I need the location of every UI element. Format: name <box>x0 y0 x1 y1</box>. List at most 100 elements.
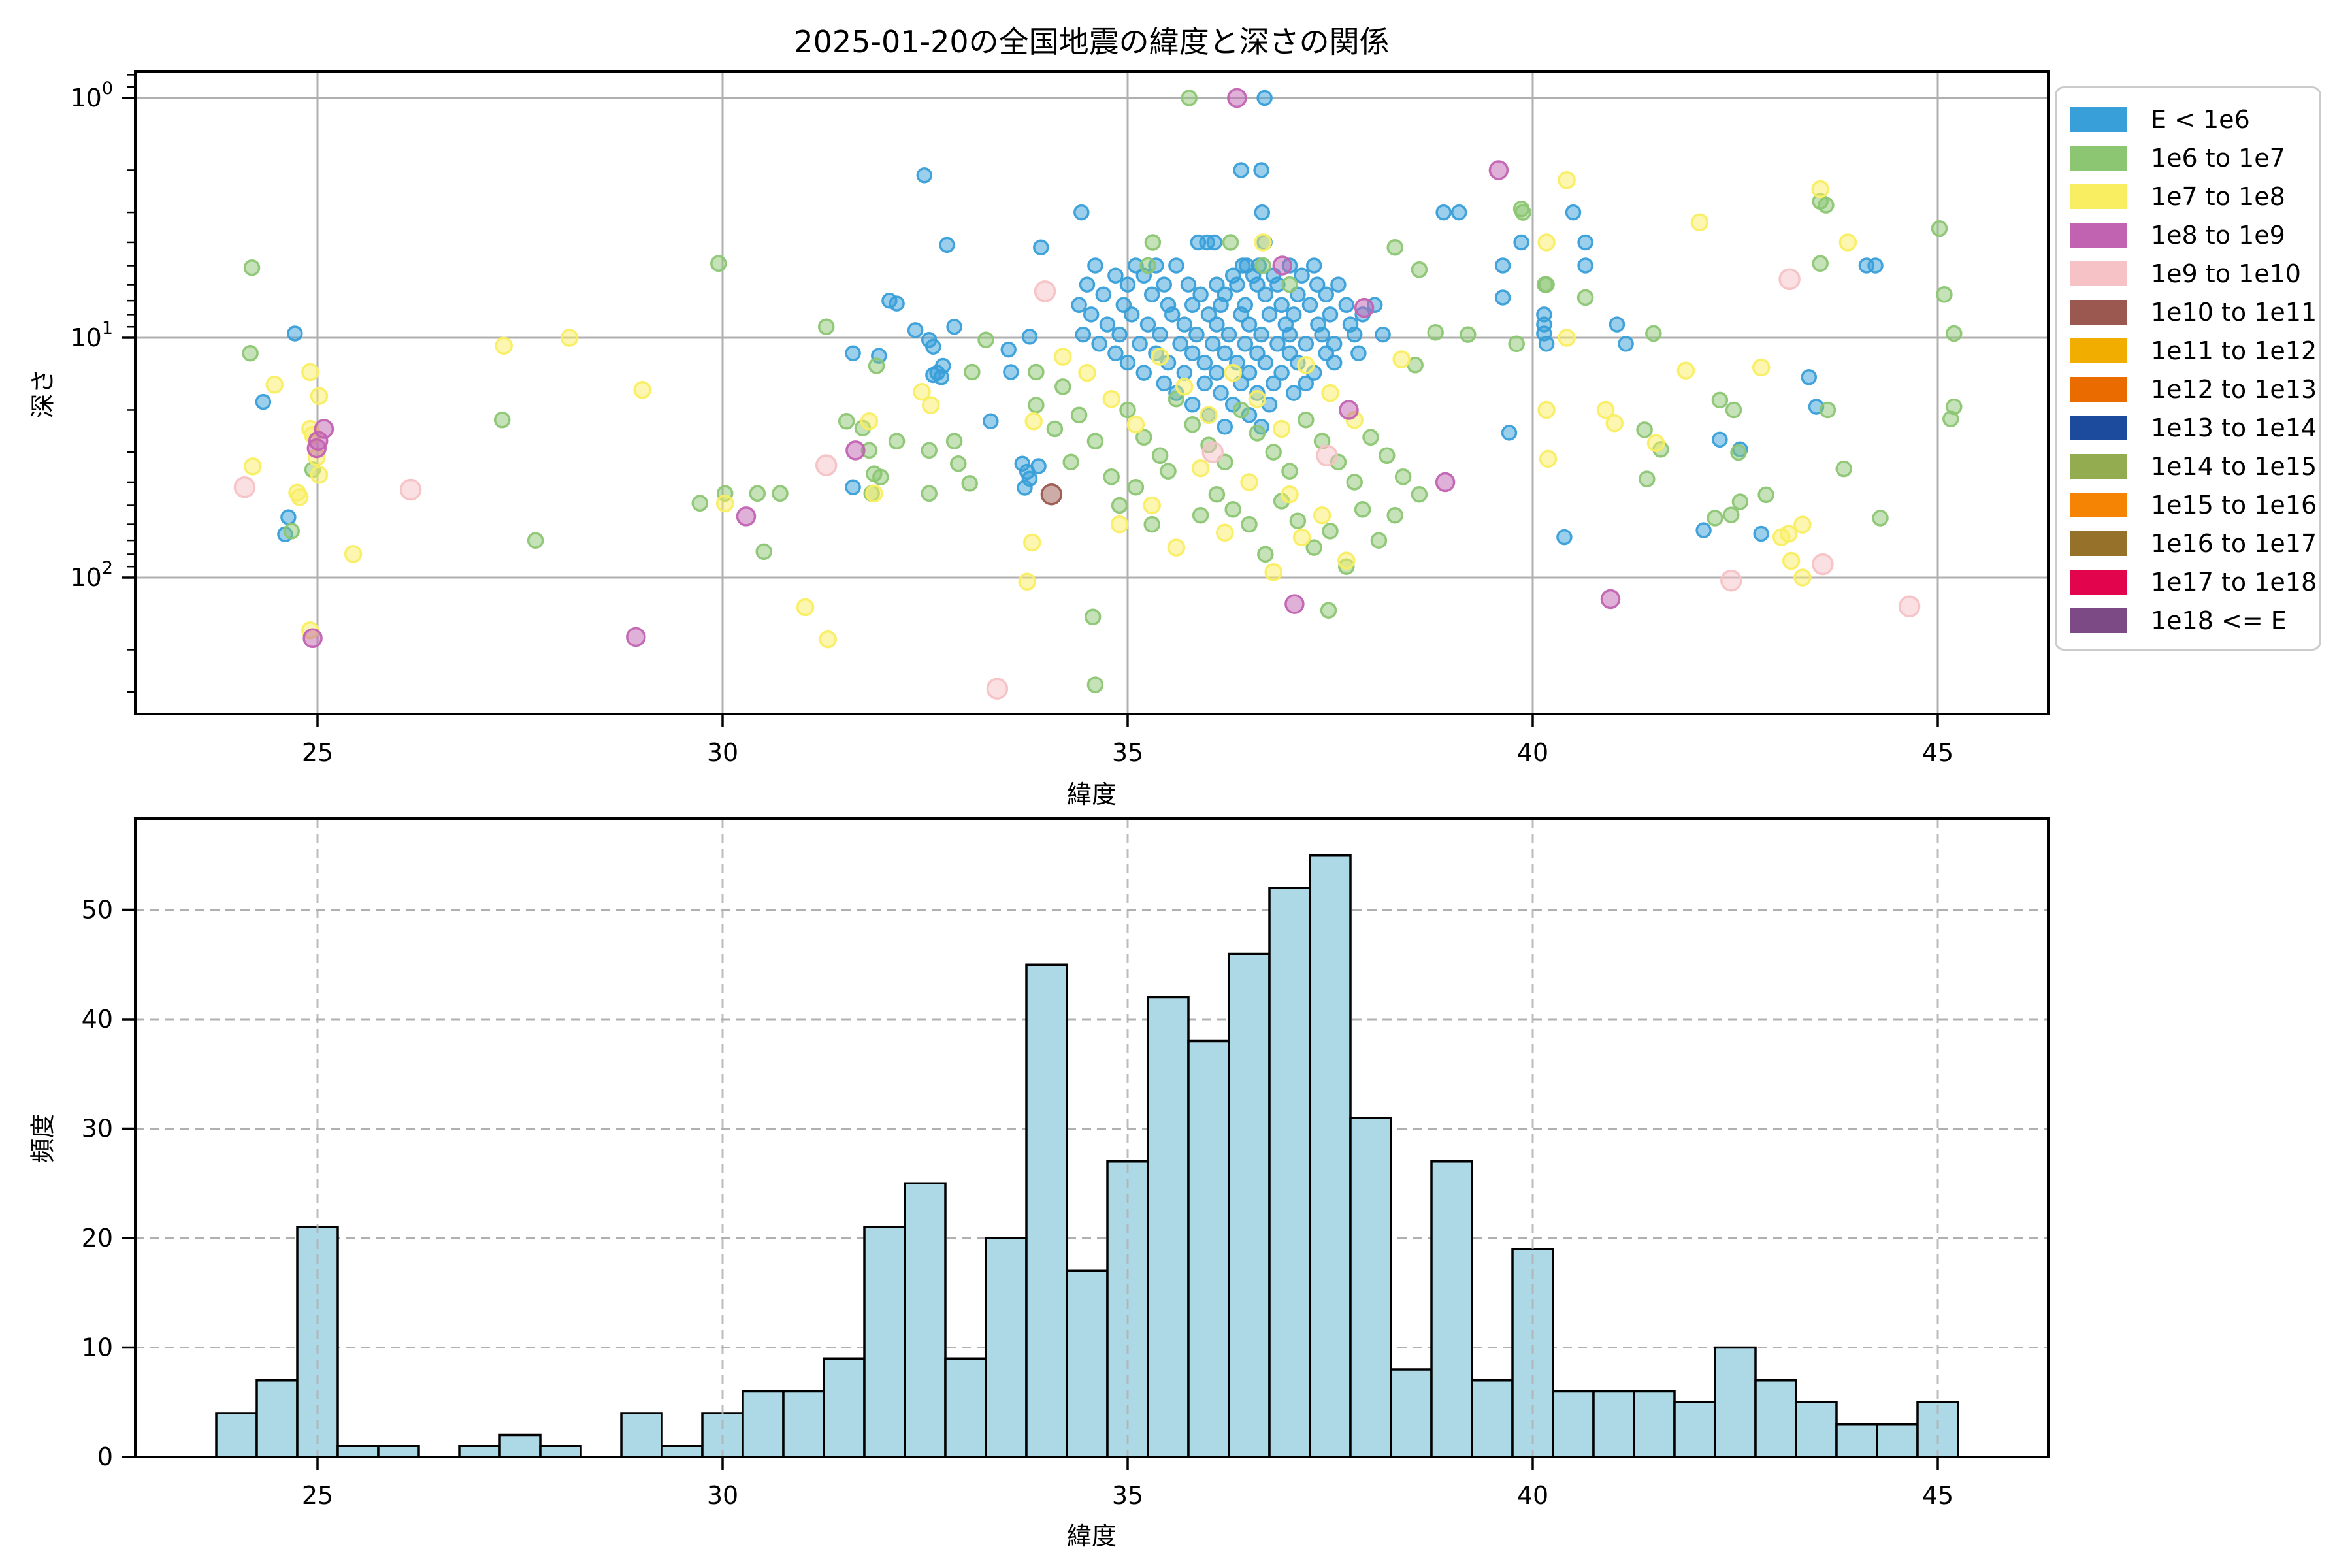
scatter-point <box>1143 286 1160 303</box>
scatter-point <box>1241 365 1258 381</box>
histogram-bar <box>904 1182 947 1458</box>
scatter-point <box>1609 316 1625 333</box>
scatter-point <box>1075 326 1092 343</box>
scatter-point <box>243 259 261 276</box>
scatter-point <box>1003 364 1019 380</box>
scatter-point <box>1272 419 1291 438</box>
scatter-point <box>1241 515 1258 533</box>
scatter-point <box>265 376 284 394</box>
scatter-point <box>1254 233 1272 252</box>
scatter-point <box>749 485 766 502</box>
legend-label: 1e15 to 1e16 <box>2151 490 2317 519</box>
scatter-point <box>1350 345 1367 361</box>
scatter-point <box>1079 276 1096 293</box>
histogram-bar <box>1471 1379 1514 1458</box>
scatter-point <box>1191 459 1210 478</box>
scatter-point <box>1180 276 1197 293</box>
scatter-point <box>1269 336 1286 352</box>
scatter-point <box>1636 421 1653 438</box>
scatter-point <box>1240 473 1258 491</box>
scatter-y-tick-label: 101 <box>70 318 113 352</box>
scatter-point <box>1818 197 1835 214</box>
scatter-y-tick-label: 100 <box>70 78 113 112</box>
scatter-point <box>1220 326 1237 343</box>
scatter-point <box>1110 515 1129 534</box>
scatter-point <box>1208 485 1226 503</box>
scatter-point <box>817 318 835 335</box>
scatter-point <box>868 357 885 374</box>
scatter-point <box>1099 316 1116 333</box>
scatter-point <box>1297 356 1315 374</box>
scatter-point <box>946 318 962 335</box>
scatter-point <box>1723 506 1740 523</box>
histogram-x-axis-label: 緯度 <box>1066 1522 1117 1550</box>
legend-item: 1e10 to 1e11 <box>2057 293 2319 331</box>
scatter-point <box>860 412 879 431</box>
scatter-point <box>1017 480 1033 496</box>
scatter-point <box>1200 406 1218 425</box>
legend-item: 1e18 <= E <box>2057 601 2319 640</box>
scatter-point <box>1181 90 1198 106</box>
histogram-bar <box>539 1445 582 1458</box>
scatter-point <box>1139 316 1156 333</box>
histogram-bar <box>1349 1117 1392 1458</box>
scatter-point <box>1095 286 1112 303</box>
scatter-plot: 25 30 35 40 45 100 101 102 <box>70 70 2050 767</box>
legend-item: 1e12 to 1e13 <box>2057 370 2319 408</box>
scatter-point <box>301 363 319 382</box>
histogram-x-tick-label: 40 <box>1517 1481 1548 1510</box>
scatter-point <box>1354 501 1371 518</box>
legend-swatch <box>2070 415 2127 440</box>
histogram-x-tick-label: 35 <box>1112 1481 1143 1510</box>
scatter-point <box>1605 414 1624 433</box>
scatter-point <box>1156 375 1173 392</box>
legend-item: 1e13 to 1e14 <box>2057 408 2319 447</box>
legend-item: 1e15 to 1e16 <box>2057 485 2319 524</box>
scatter-point <box>1318 286 1335 303</box>
scatter-point <box>1537 400 1556 419</box>
scatter-point <box>1362 429 1379 446</box>
scatter-point <box>310 387 329 405</box>
scatter-point <box>1711 391 1729 409</box>
scatter-point <box>1898 595 1921 618</box>
legend-swatch <box>2070 531 2127 556</box>
scatter-point <box>1265 444 1282 461</box>
scatter-point <box>1213 385 1229 401</box>
scatter-point <box>1273 297 1290 314</box>
scatter-point <box>1427 324 1444 341</box>
scatter-point <box>1508 335 1525 353</box>
scatter-point <box>1111 497 1128 514</box>
scatter-point <box>933 369 950 385</box>
legend-item: 1e11 to 1e12 <box>2057 331 2319 370</box>
scatter-point <box>1285 306 1302 323</box>
histogram-bar <box>1187 1039 1230 1458</box>
scatter-point <box>1253 326 1269 343</box>
legend-label: 1e8 to 1e9 <box>2151 220 2285 250</box>
scatter-point <box>1337 551 1356 570</box>
scatter-point <box>1033 239 1049 255</box>
scatter-point <box>1793 515 1812 534</box>
scatter-x-tick-label: 30 <box>707 738 738 767</box>
scatter-point <box>1494 289 1511 306</box>
scatter-point <box>1132 336 1148 352</box>
scatter-point <box>1062 453 1079 471</box>
legend-item: 1e9 to 1e10 <box>2057 254 2319 293</box>
scatter-point <box>302 628 323 649</box>
legend-item: E < 1e6 <box>2057 100 2319 139</box>
scatter-point <box>1326 354 1343 371</box>
scatter-point <box>1119 276 1136 293</box>
scatter-point <box>1176 365 1193 381</box>
scatter-point <box>1639 470 1656 487</box>
histogram-bar <box>1390 1368 1433 1458</box>
scatter-point <box>1156 276 1173 293</box>
scatter-point <box>1645 325 1662 342</box>
scatter-point <box>1200 306 1217 323</box>
histogram-bar <box>1309 854 1352 1458</box>
chart-title: 2025-01-20の全国地震の緯度と深さの関係 <box>794 24 1390 59</box>
legend-item: 1e14 to 1e15 <box>2057 447 2319 485</box>
scatter-point <box>1646 434 1665 452</box>
scatter-point <box>1241 316 1258 333</box>
scatter-point <box>1087 257 1103 274</box>
histogram-bar <box>1673 1401 1716 1458</box>
scatter-point <box>1209 276 1225 293</box>
